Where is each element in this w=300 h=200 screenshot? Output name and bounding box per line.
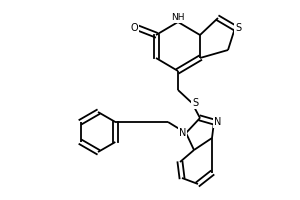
Text: N: N xyxy=(214,117,221,127)
Text: NH: NH xyxy=(171,13,185,22)
Text: S: S xyxy=(192,98,198,108)
Text: O: O xyxy=(130,23,138,33)
Text: S: S xyxy=(235,23,241,33)
Text: N: N xyxy=(178,128,186,138)
